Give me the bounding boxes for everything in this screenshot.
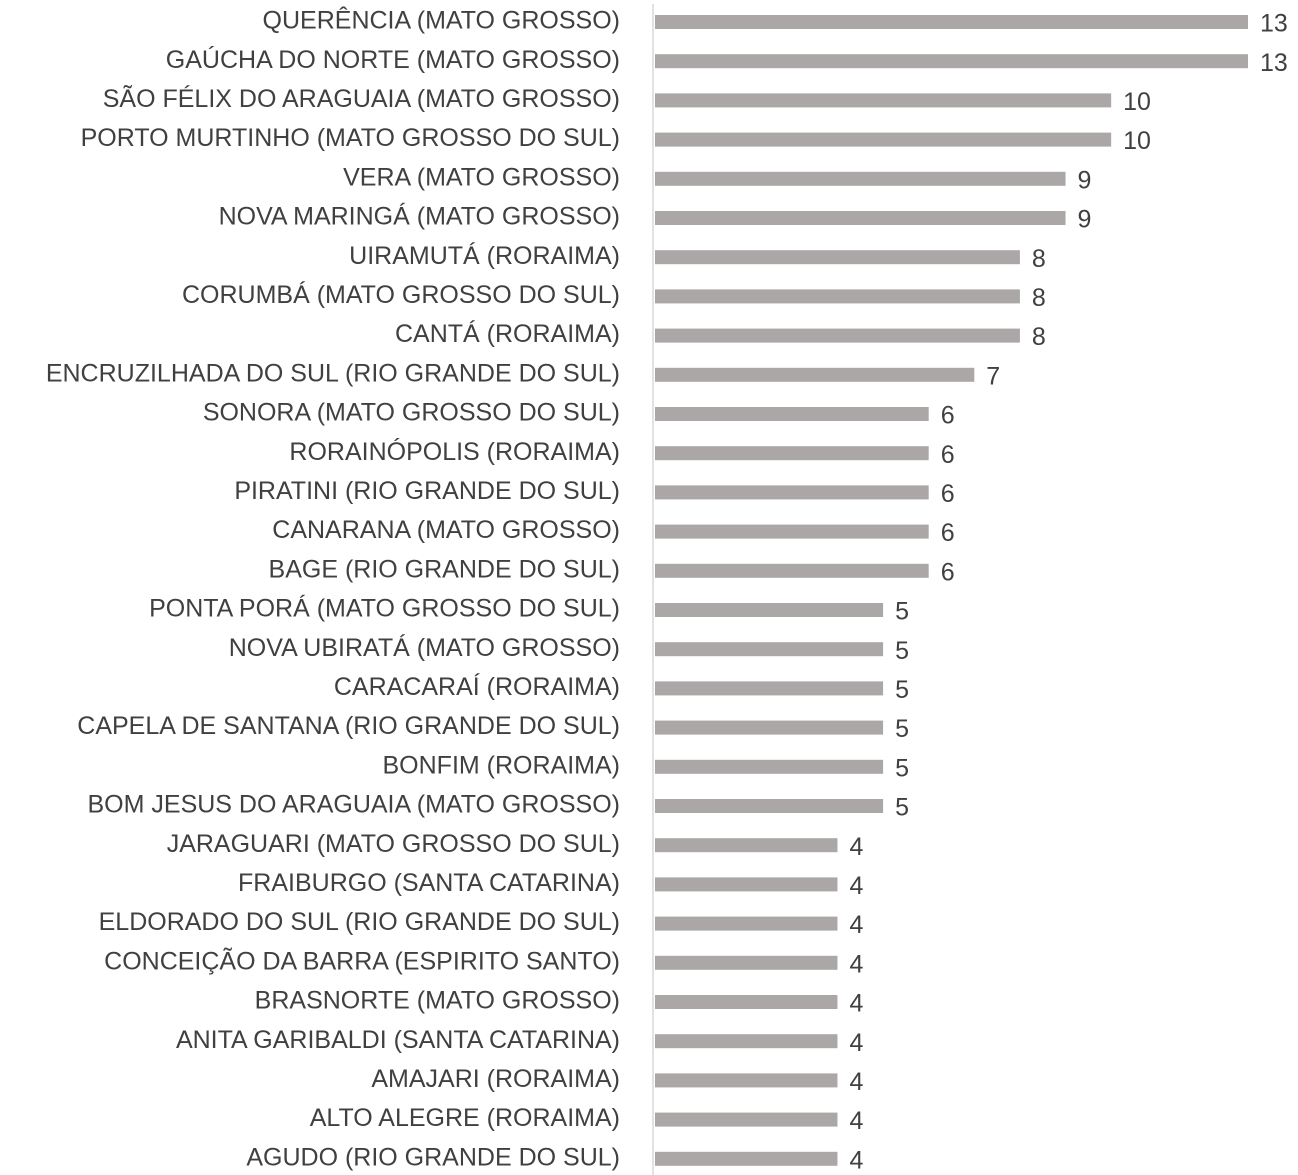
- category-label: UIRAMUTÁ (RORAIMA): [349, 241, 620, 270]
- category-label: PIRATINI (RIO GRANDE DO SUL): [234, 477, 620, 505]
- data-label: 6: [941, 558, 955, 586]
- category-label: CORUMBÁ (MATO GROSSO DO SUL): [182, 280, 620, 309]
- data-label: 5: [895, 754, 909, 782]
- bar: [655, 446, 929, 461]
- bar: [655, 995, 838, 1009]
- bar: [655, 1034, 838, 1049]
- category-label: CAPELA DE SANTANA (RIO GRANDE DO SUL): [77, 712, 620, 740]
- category-label: BONFIM (RORAIMA): [383, 751, 621, 779]
- bar: [655, 1112, 838, 1127]
- bar: [655, 799, 884, 813]
- category-label: CANTÁ (RORAIMA): [395, 319, 620, 348]
- bar: [655, 563, 929, 578]
- category-label: JARAGUARI (MATO GROSSO DO SUL): [167, 830, 620, 858]
- category-label: ENCRUZILHADA DO SUL (RIO GRANDE DO SUL): [46, 359, 620, 387]
- category-label: SONORA (MATO GROSSO DO SUL): [203, 399, 620, 427]
- bar: [655, 15, 1248, 29]
- data-label: 13: [1260, 10, 1288, 38]
- data-label: 6: [941, 441, 955, 469]
- bar: [655, 407, 929, 421]
- bar: [655, 171, 1066, 186]
- data-label: 4: [849, 990, 863, 1018]
- data-label: 4: [849, 872, 863, 900]
- bar: [655, 289, 1020, 304]
- category-label: CARACARAÍ (RORAIMA): [334, 672, 620, 701]
- bar: [655, 759, 884, 774]
- bar: [655, 1073, 838, 1088]
- category-label: CANARANA (MATO GROSSO): [272, 516, 620, 544]
- data-label: 5: [895, 794, 909, 822]
- bar: [655, 93, 1112, 108]
- bar: [655, 642, 884, 657]
- category-label: AGUDO (RIO GRANDE DO SUL): [246, 1143, 620, 1171]
- category-label: BAGE (RIO GRANDE DO SUL): [269, 555, 620, 583]
- data-label: 8: [1032, 323, 1046, 351]
- category-label: ALTO ALEGRE (RORAIMA): [310, 1104, 620, 1132]
- data-label: 4: [849, 911, 863, 939]
- data-label: 8: [1032, 284, 1046, 312]
- bar: [655, 54, 1248, 69]
- data-label: 5: [895, 676, 909, 704]
- category-label: VERA (MATO GROSSO): [343, 163, 620, 191]
- category-label: GAÚCHA DO NORTE (MATO GROSSO): [166, 45, 620, 74]
- data-label: 6: [941, 519, 955, 547]
- bar: [655, 603, 884, 617]
- category-label: AMAJARI (RORAIMA): [371, 1065, 620, 1093]
- data-label: 4: [849, 1107, 863, 1135]
- category-label: QUERÊNCIA (MATO GROSSO): [263, 6, 620, 35]
- category-label: RORAINÓPOLIS (RORAIMA): [289, 437, 620, 466]
- bar: [655, 328, 1020, 343]
- data-label: 5: [895, 715, 909, 743]
- category-label: SÃO FÉLIX DO ARAGUAIA (MATO GROSSO): [103, 84, 620, 113]
- category-label: PONTA PORÁ (MATO GROSSO DO SUL): [149, 594, 620, 623]
- data-label: 10: [1123, 88, 1151, 116]
- data-label: 6: [941, 480, 955, 508]
- data-label: 4: [849, 1068, 863, 1096]
- bar: [655, 485, 929, 500]
- bar: [655, 250, 1020, 265]
- category-label: NOVA MARINGÁ (MATO GROSSO): [219, 202, 620, 231]
- data-label: 6: [941, 402, 955, 430]
- bar: [655, 132, 1112, 147]
- bar: [655, 367, 975, 382]
- data-label: 8: [1032, 245, 1046, 273]
- bar: [655, 838, 838, 853]
- bar: [655, 1151, 838, 1166]
- bar: [655, 681, 884, 696]
- category-label: CONCEIÇÃO DA BARRA (ESPIRITO SANTO): [104, 946, 620, 975]
- category-label: BOM JESUS DO ARAGUAIA (MATO GROSSO): [88, 791, 621, 819]
- category-label: PORTO MURTINHO (MATO GROSSO DO SUL): [81, 124, 620, 152]
- category-label: NOVA UBIRATÁ (MATO GROSSO): [229, 633, 620, 662]
- category-label: ANITA GARIBALDI (SANTA CATARINA): [176, 1026, 620, 1054]
- bar: [655, 720, 884, 735]
- data-label: 4: [849, 950, 863, 978]
- bar: [655, 916, 838, 931]
- data-label: 4: [849, 833, 863, 861]
- category-label: FRAIBURGO (SANTA CATARINA): [238, 869, 620, 897]
- bar: [655, 211, 1066, 225]
- bar: [655, 877, 838, 892]
- data-label: 4: [849, 1029, 863, 1057]
- category-label: BRASNORTE (MATO GROSSO): [255, 987, 620, 1015]
- category-label: ELDORADO DO SUL (RIO GRANDE DO SUL): [99, 908, 620, 936]
- data-label: 9: [1078, 206, 1092, 234]
- data-label: 4: [849, 1146, 863, 1174]
- data-label: 7: [986, 362, 1000, 390]
- bar: [655, 524, 929, 539]
- data-label: 5: [895, 637, 909, 665]
- data-label: 13: [1260, 49, 1288, 77]
- data-label: 10: [1123, 127, 1151, 155]
- bar: [655, 955, 838, 970]
- data-label: 9: [1078, 166, 1092, 194]
- data-label: 5: [895, 598, 909, 626]
